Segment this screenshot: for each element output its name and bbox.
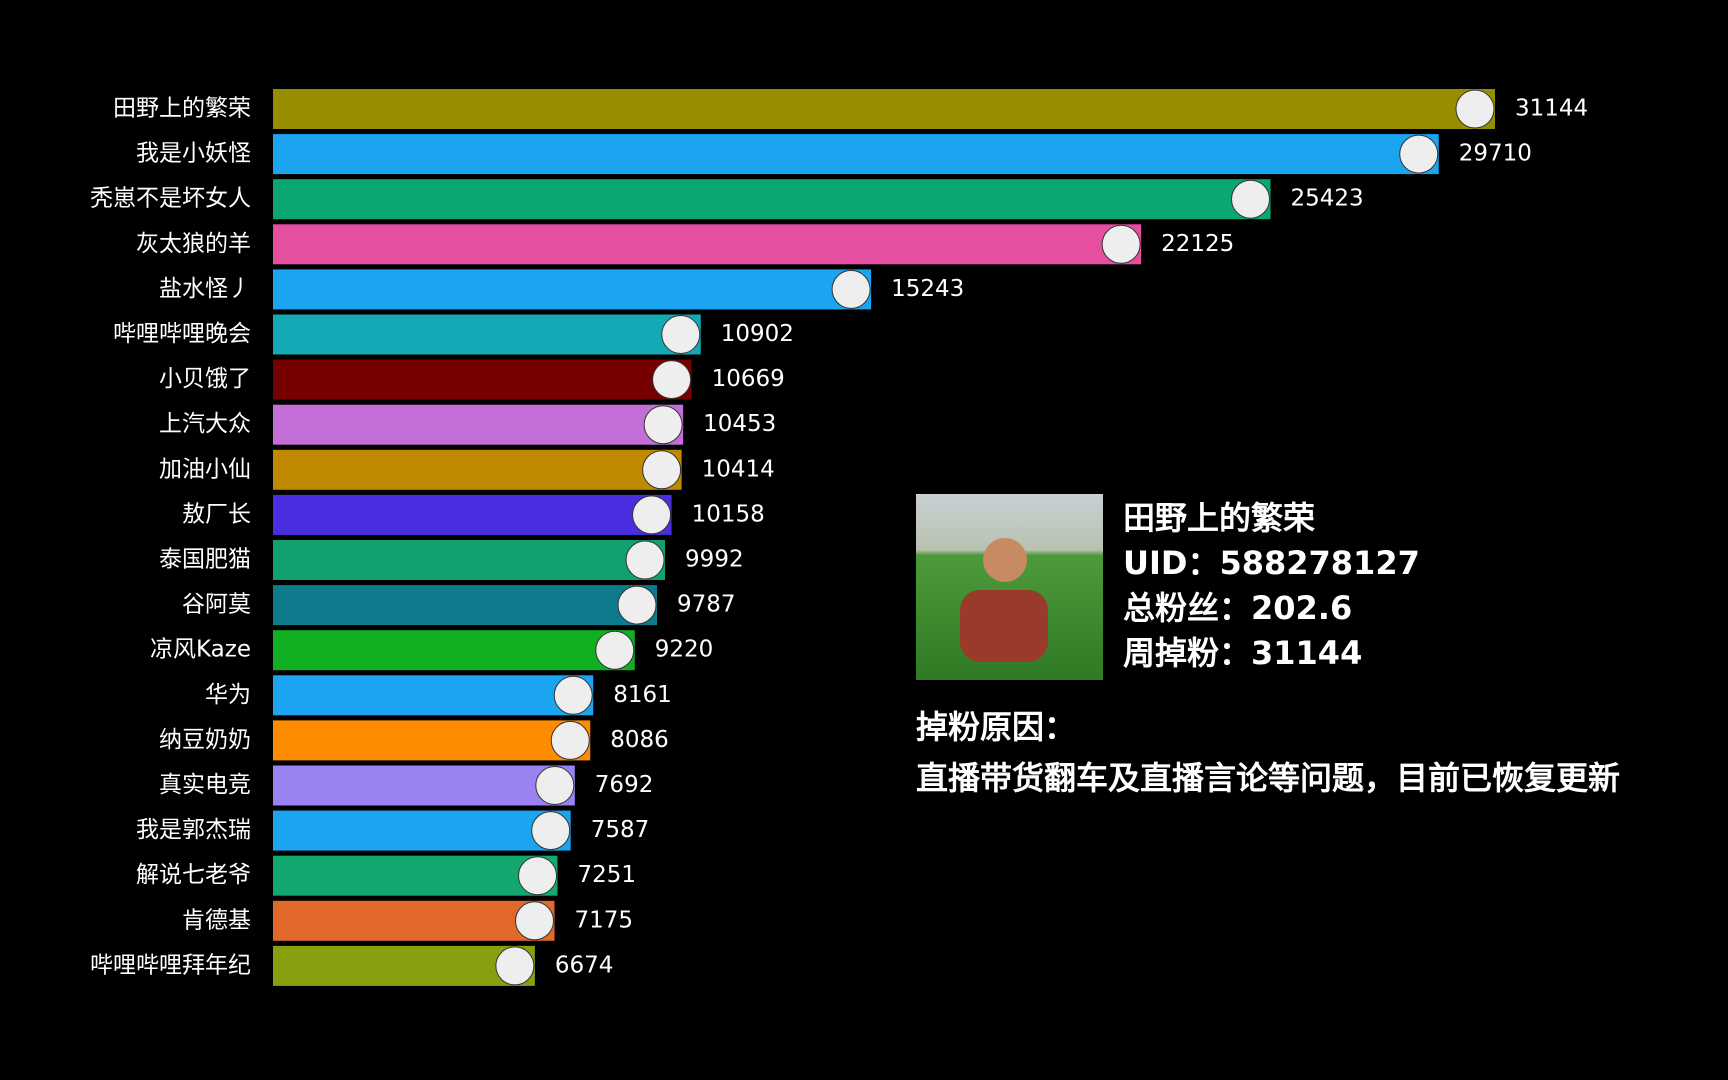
avatar — [515, 901, 555, 941]
category-label: 盐水怪丿 — [159, 276, 251, 302]
bar — [273, 494, 672, 535]
category-label: 我是小妖怪 — [136, 141, 251, 167]
category-label: 灰太狼的羊 — [136, 231, 251, 257]
category-label: 加油小仙 — [159, 456, 251, 482]
avatar — [632, 495, 672, 535]
value-label: 7251 — [578, 862, 637, 888]
value-label: 29710 — [1459, 141, 1532, 167]
bar — [273, 945, 535, 986]
avatar — [642, 450, 682, 490]
category-label: 哔哩哔哩拜年纪 — [90, 952, 251, 978]
avatar — [652, 360, 692, 400]
category-label: 泰国肥猫 — [159, 547, 251, 573]
avatar — [1399, 134, 1439, 174]
value-label: 8161 — [613, 682, 672, 708]
avatar — [831, 269, 871, 309]
avatar — [617, 585, 657, 625]
category-label: 敖厂长 — [182, 501, 251, 527]
category-label: 哔哩哔哩晚会 — [113, 321, 251, 347]
category-label: 我是郭杰瑞 — [136, 817, 251, 843]
info-line: 总粉丝：202.6 — [1123, 589, 1353, 627]
avatar — [550, 720, 590, 760]
bar — [273, 449, 682, 490]
value-label: 22125 — [1161, 231, 1234, 257]
value-label: 9992 — [685, 547, 744, 573]
value-label: 9787 — [677, 592, 736, 618]
bar — [273, 585, 658, 626]
bar — [273, 89, 1495, 129]
bar — [273, 179, 1271, 220]
avatar — [531, 811, 571, 851]
category-label: 解说七老爷 — [136, 862, 251, 888]
avatar — [1455, 89, 1495, 129]
avatar — [535, 766, 575, 805]
value-label: 15243 — [891, 276, 964, 302]
value-label: 7587 — [591, 817, 650, 843]
value-label: 7692 — [595, 772, 654, 798]
value-label: 6674 — [555, 952, 614, 978]
photo-face — [983, 538, 1027, 582]
reason-title: 掉粉原因： — [916, 708, 1077, 746]
category-label: 田野上的繁荣 — [113, 96, 251, 122]
category-label: 小贝饿了 — [159, 366, 251, 392]
avatar — [553, 675, 593, 715]
value-label: 10158 — [692, 501, 765, 527]
bar — [273, 900, 555, 941]
value-label: 10453 — [703, 411, 776, 437]
bar — [273, 224, 1142, 265]
value-label: 10902 — [721, 321, 794, 347]
avatar — [1101, 224, 1141, 264]
info-line: UID：588278127 — [1123, 544, 1420, 582]
value-label: 7175 — [575, 907, 634, 933]
avatar — [1231, 179, 1271, 219]
avatar — [518, 856, 558, 896]
bar — [273, 630, 635, 671]
value-label: 10414 — [702, 456, 775, 482]
photo-figure — [960, 590, 1048, 662]
value-label: 10669 — [712, 366, 785, 392]
bar — [273, 359, 692, 400]
category-label: 纳豆奶奶 — [159, 727, 251, 753]
category-label: 上汽大众 — [159, 411, 251, 437]
avatar — [625, 540, 665, 580]
bar — [273, 810, 571, 851]
bar — [273, 540, 666, 580]
value-label: 25423 — [1291, 186, 1364, 212]
bar — [273, 855, 558, 896]
bar — [273, 765, 575, 806]
category-label: 肯德基 — [182, 907, 251, 933]
category-label: 华为 — [205, 682, 251, 708]
avatar — [495, 946, 535, 986]
info-name: 田野上的繁荣 — [1123, 499, 1316, 537]
value-label: 8086 — [610, 727, 669, 753]
value-label: 31144 — [1515, 96, 1588, 122]
bar — [273, 404, 684, 445]
bar — [273, 720, 591, 761]
category-label: 谷阿莫 — [182, 592, 251, 618]
category-label: 秃崽不是坏女人 — [90, 186, 251, 212]
value-label: 9220 — [655, 637, 714, 663]
info-line: 周掉粉：31144 — [1123, 634, 1363, 672]
category-label: 真实电竞 — [159, 772, 251, 798]
bar — [273, 675, 594, 716]
bar — [273, 269, 872, 310]
avatar — [595, 630, 635, 670]
bar — [273, 134, 1439, 175]
reason-text: 直播带货翻车及直播言论等问题，目前已恢复更新 — [916, 759, 1621, 797]
bar — [273, 314, 701, 355]
avatar — [661, 315, 701, 354]
avatar — [643, 405, 683, 445]
category-label: 凉风Kaze — [150, 637, 251, 663]
